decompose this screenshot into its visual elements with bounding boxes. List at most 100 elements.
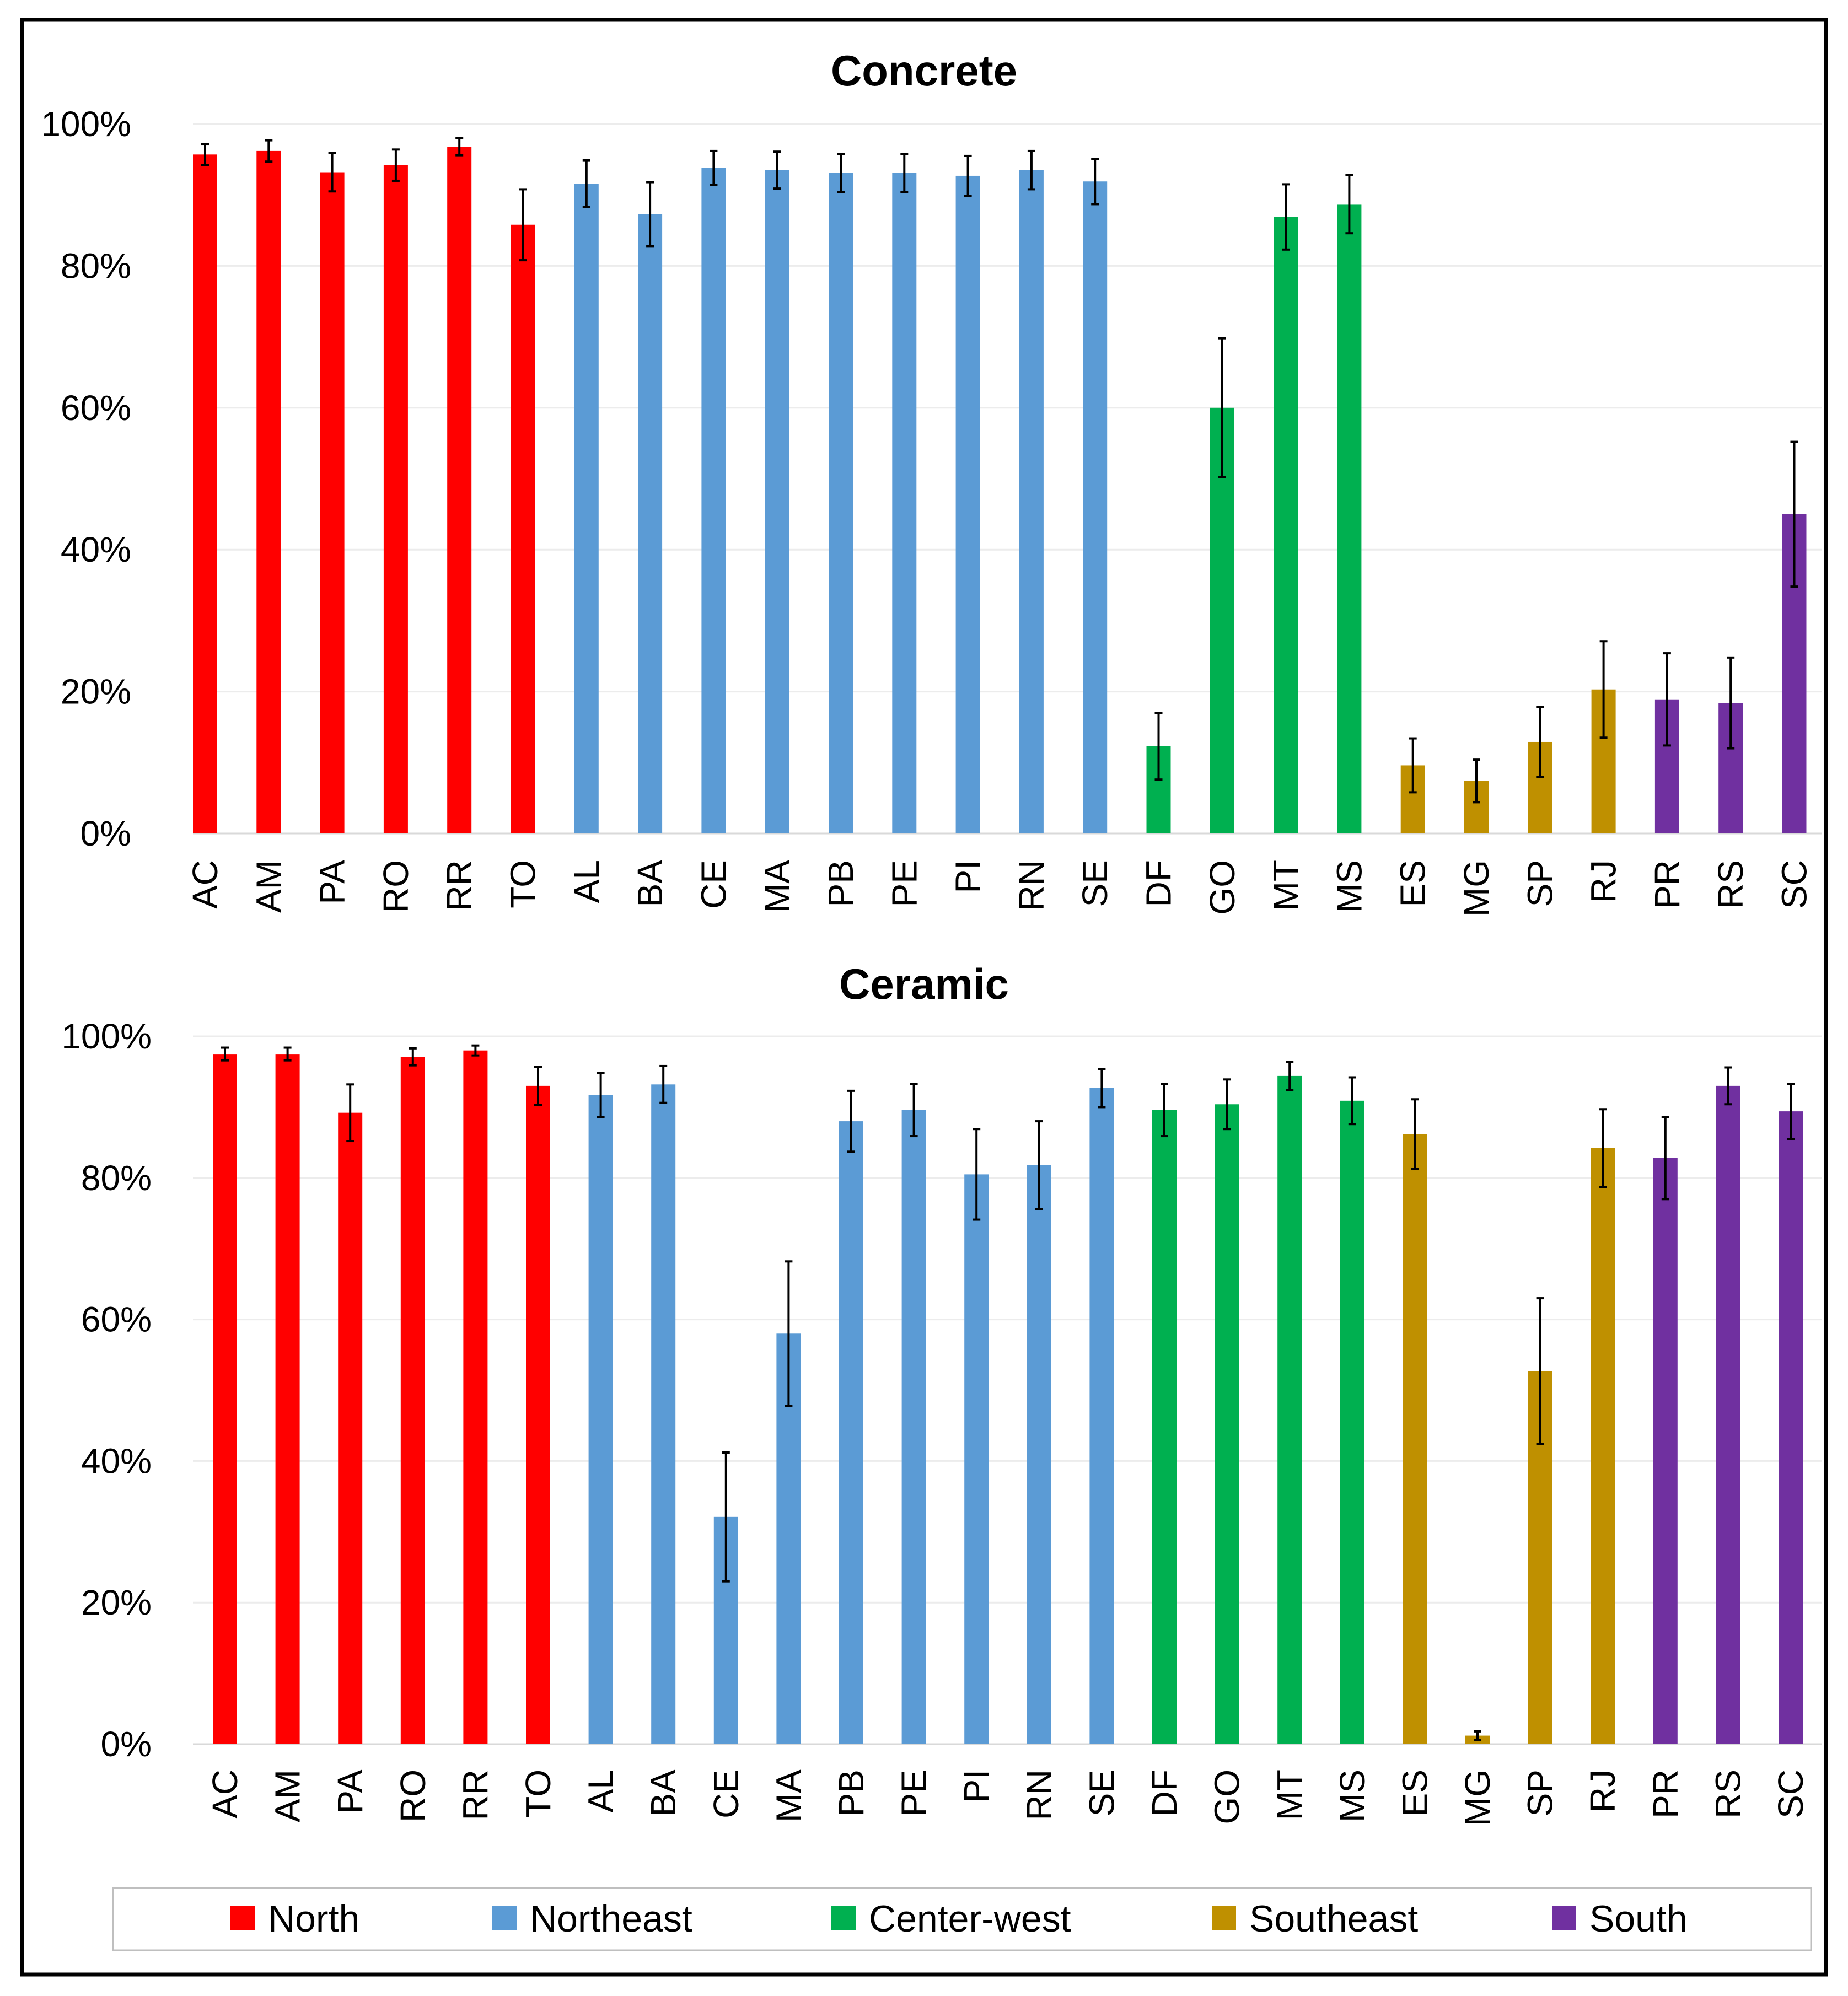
error-bar-ac [201,143,209,166]
error-bar-es [1411,1098,1419,1170]
bar-pr [1653,1158,1678,1744]
bar-al [574,184,599,833]
x-tick-label-am: AM [249,860,288,913]
error-bar-ac [221,1046,229,1062]
x-tick-label-pb: PB [831,1769,871,1816]
x-tick-label-rs: RS [1708,1769,1748,1819]
error-bar-pr [1661,1116,1669,1201]
error-bar-sc [1790,440,1798,588]
bar-ms [1337,204,1362,833]
x-tick-label-mt: MT [1270,1769,1309,1820]
error-bar-pi [964,154,972,197]
bar-rn [1027,1165,1051,1744]
error-bar-pe [910,1083,918,1138]
y-tick-label: 0% [80,814,132,853]
y-tick-label: 40% [61,530,131,569]
x-tick-label-ba: BA [630,860,670,907]
bar-am [256,150,281,833]
error-bar-ms [1348,1076,1356,1126]
x-tick-label-rj: RJ [1584,860,1624,903]
x-tick-label-go: GO [1207,1769,1247,1825]
error-bar-pa [346,1083,354,1143]
legend-label-center-west: Center-west [869,1898,1071,1940]
bar-mt [1274,217,1298,834]
x-tick-label-pa: PA [330,1769,370,1814]
x-tick-label-mg: MG [1457,860,1496,917]
error-bar-ce [722,1451,730,1583]
error-bar-sp [1536,706,1544,778]
error-bar-pb [847,1089,855,1153]
error-bar-mg [1473,758,1480,804]
x-tick-label-pa: PA [313,860,352,905]
x-tick-label-se: SE [1082,1769,1121,1816]
bar-pi [964,1174,989,1744]
x-tick-label-rn: RN [1012,860,1051,911]
error-bar-mt [1282,183,1290,251]
bar-pe [901,1110,926,1744]
y-tick-label: 100% [41,104,131,144]
x-tick-label-pr: PR [1647,860,1687,909]
y-tick-label: 60% [81,1300,152,1339]
bar-mt [1277,1075,1302,1744]
x-tick-label-ms: MS [1333,1769,1372,1822]
bar-pe [892,173,917,834]
error-bar-al [582,159,590,208]
error-bar-rn [1035,1120,1043,1210]
bar-pb [829,173,853,834]
bar-go [1215,1104,1239,1744]
legend-item-north: North [230,1898,359,1940]
legend-box [112,1887,1812,1951]
y-tick-label: 0% [101,1724,152,1764]
x-tick-label-ma: MA [769,1769,808,1822]
y-tick-label: 80% [61,246,131,286]
error-bar-mg [1474,1730,1481,1741]
bar-ac [213,1054,237,1744]
error-bar-rs [1727,656,1735,750]
x-tick-label-ba: BA [643,1769,683,1817]
y-tick-label: 80% [81,1158,152,1198]
x-tick-label-pi: PI [957,1769,996,1803]
x-tick-label-ce: CE [694,860,733,909]
bar-pi [955,175,980,834]
x-tick-label-al: AL [567,860,606,903]
y-tick-label: 20% [61,672,131,712]
bar-pa [320,172,345,833]
x-tick-label-ce: CE [706,1769,746,1819]
error-bar-rj [1599,1108,1607,1188]
legend-label-north: North [268,1898,359,1940]
x-tick-label-al: AL [581,1769,621,1812]
legend-item-south: South [1552,1898,1688,1940]
x-tick-label-am: AM [268,1769,308,1822]
x-tick-label-rj: RJ [1583,1769,1623,1812]
chart-title: Concrete [831,46,1017,95]
error-bar-ro [409,1047,417,1067]
bar-se [1083,181,1108,833]
error-bar-am [283,1046,292,1062]
bar-rr [447,147,472,834]
error-bar-se [1098,1068,1106,1109]
bar-al [588,1095,613,1744]
bar-sc [1779,1111,1803,1744]
x-tick-label-df: DF [1139,860,1179,907]
x-tick-label-go: GO [1202,860,1242,915]
error-bar-ma [773,150,781,190]
x-tick-label-ma: MA [758,860,797,913]
error-bar-mt [1286,1061,1294,1091]
legend-label-northeast: Northeast [530,1898,692,1940]
bar-rn [1019,170,1044,833]
x-tick-label-sc: SC [1771,1769,1811,1819]
x-tick-label-to: TO [518,1769,558,1818]
x-tick-label-pr: PR [1646,1769,1685,1819]
bar-rs [1716,1085,1740,1744]
x-tick-label-sp: SP [1521,1769,1560,1816]
x-tick-label-to: TO [503,860,543,908]
legend-swatch-north [230,1906,255,1930]
error-bar-rn [1027,149,1035,191]
x-tick-label-mg: MG [1458,1769,1497,1826]
bar-rj [1591,1148,1615,1744]
bar-go [1210,407,1234,833]
x-tick-label-ro: RO [376,860,416,913]
bar-ma [765,170,789,833]
legend-swatch-northeast [492,1906,517,1930]
